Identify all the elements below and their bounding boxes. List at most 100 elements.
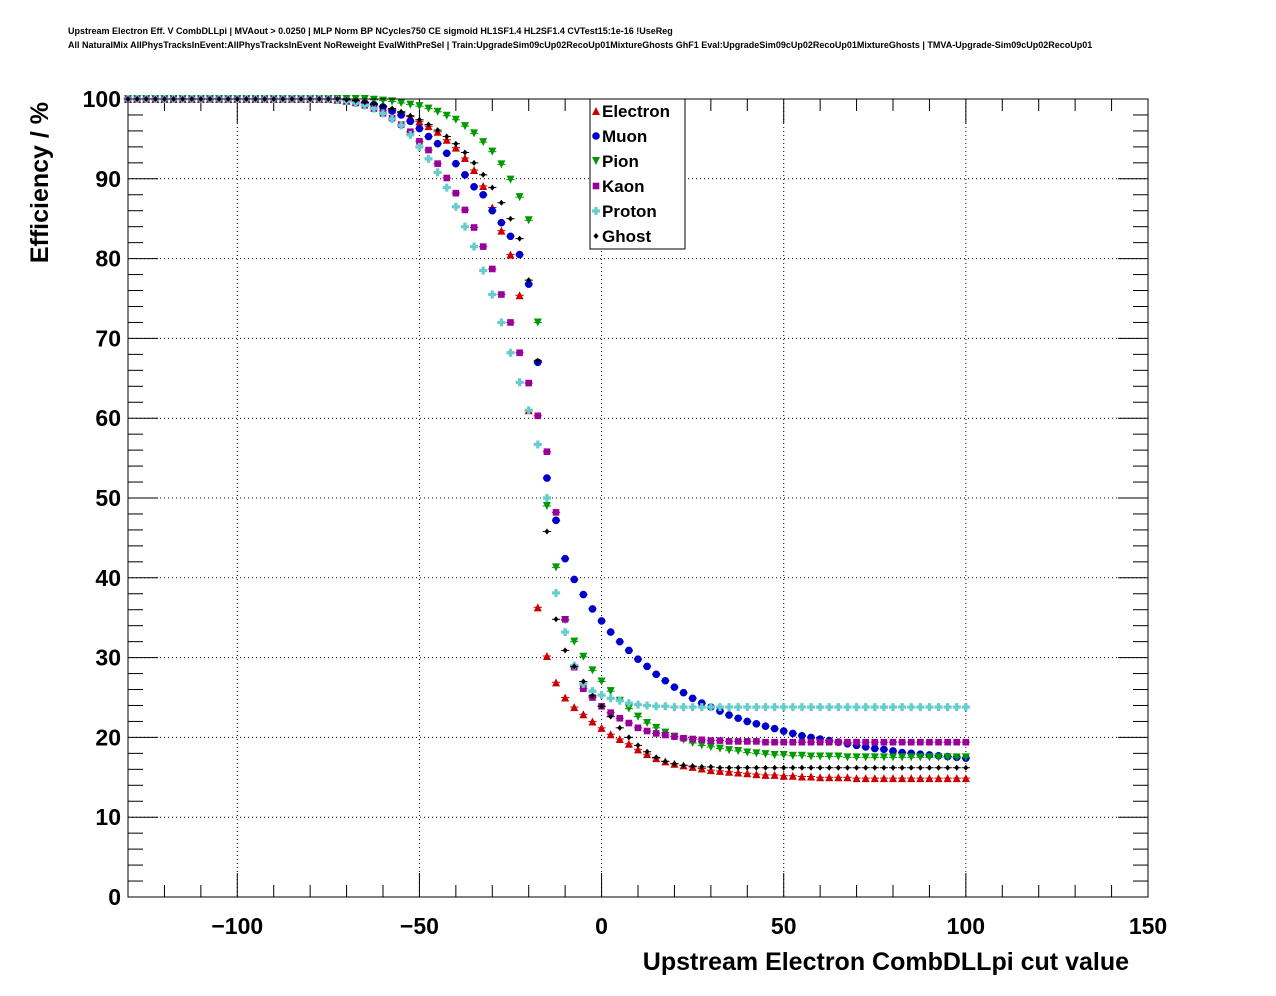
- ghost-point: [508, 215, 513, 222]
- proton-point: [761, 703, 770, 712]
- x-tick-label: 50: [771, 913, 797, 939]
- kaon-point: [762, 738, 769, 746]
- legend-box: [589, 98, 686, 250]
- series-proton: [123, 95, 970, 712]
- muon-point: [561, 554, 569, 563]
- proton-point: [634, 700, 643, 709]
- y-tick-label: 50: [95, 485, 121, 511]
- pion-point: [770, 750, 779, 759]
- electron-point: [825, 773, 834, 782]
- kaon-point: [816, 738, 824, 746]
- pion-point: [652, 723, 661, 732]
- kaon-point: [935, 738, 942, 746]
- y-tick-label: 100: [83, 86, 121, 112]
- kaon-point: [853, 738, 860, 746]
- proton-point: [870, 703, 879, 712]
- pion-point: [952, 753, 961, 762]
- pion-point: [533, 318, 542, 327]
- ghost-point: [681, 762, 687, 769]
- muon-point: [652, 670, 661, 679]
- proton-point: [652, 702, 661, 711]
- proton-point: [424, 154, 433, 163]
- muon-point: [406, 117, 415, 126]
- proton-point: [524, 406, 533, 415]
- ghost-point: [435, 127, 441, 134]
- proton-point: [907, 703, 916, 712]
- pion-point: [834, 752, 843, 761]
- proton-point: [606, 694, 615, 703]
- chart-title-line-1: Upstream Electron Eff. V CombDLLpi | MVA…: [68, 26, 673, 36]
- electron-point: [952, 774, 961, 783]
- ghost-point: [580, 678, 586, 685]
- proton-point: [643, 701, 652, 710]
- kaon-point: [662, 731, 669, 739]
- proton-point: [706, 703, 715, 712]
- ghost-point: [753, 764, 759, 771]
- pion-point: [579, 652, 588, 661]
- kaon-point: [725, 738, 733, 745]
- muon-point: [889, 747, 897, 755]
- series-ghost: [123, 96, 970, 771]
- ghost-point: [808, 764, 814, 771]
- proton-point: [843, 703, 852, 712]
- pion-point: [879, 753, 888, 762]
- proton-point: [542, 494, 551, 502]
- ghost-point: [872, 764, 878, 771]
- proton-point: [925, 703, 934, 712]
- kaon-point: [634, 724, 642, 732]
- ghost-point: [517, 235, 523, 242]
- electron-point: [770, 770, 779, 779]
- electron-point: [470, 166, 479, 175]
- ghost-point: [544, 528, 550, 535]
- pion-point: [433, 107, 442, 116]
- muon-point: [597, 617, 606, 625]
- proton-point: [852, 703, 861, 712]
- pion-point: [825, 752, 834, 761]
- ghost-point: [571, 663, 577, 670]
- proton-point: [734, 703, 743, 712]
- proton-point: [697, 703, 706, 712]
- pion-point: [898, 753, 907, 762]
- muon-point: [515, 250, 524, 259]
- kaon-point: [470, 224, 478, 231]
- electron-point: [588, 717, 597, 726]
- electron-point: [761, 770, 770, 779]
- kaon-point: [452, 189, 460, 197]
- y-tick-label: 70: [95, 325, 121, 351]
- electron-point: [597, 723, 606, 732]
- proton-point: [879, 703, 888, 712]
- ghost-point: [416, 116, 422, 123]
- proton-point: [433, 168, 442, 177]
- kaon-point: [498, 291, 505, 298]
- electron-point: [843, 773, 852, 782]
- pion-point: [725, 746, 734, 755]
- kaon-point: [917, 738, 924, 746]
- pion-point: [743, 748, 752, 757]
- kaon-point: [871, 738, 879, 746]
- pion-point: [542, 501, 551, 510]
- muon-point: [424, 132, 433, 141]
- series-kaon: [123, 95, 970, 746]
- kaon-point: [416, 137, 423, 145]
- pion-point: [943, 753, 952, 762]
- ghost-point: [908, 764, 914, 771]
- pion-point: [697, 741, 706, 750]
- electron-point: [570, 703, 579, 712]
- ghost-point: [398, 108, 404, 115]
- pion-point: [634, 712, 642, 721]
- y-tick-label: 20: [95, 724, 121, 750]
- electron-point: [451, 143, 460, 152]
- kaon-point: [525, 379, 533, 387]
- kaon-point: [825, 738, 833, 746]
- legend-marker-muon: [592, 132, 600, 140]
- electron-point: [634, 745, 642, 754]
- electron-point: [916, 774, 925, 783]
- muon-point: [761, 722, 770, 731]
- series-pion: [123, 95, 970, 762]
- electron-point: [861, 774, 870, 783]
- kaon-point: [835, 738, 842, 746]
- ghost-point: [362, 99, 368, 106]
- electron-point: [797, 772, 806, 781]
- pion-point: [779, 750, 788, 759]
